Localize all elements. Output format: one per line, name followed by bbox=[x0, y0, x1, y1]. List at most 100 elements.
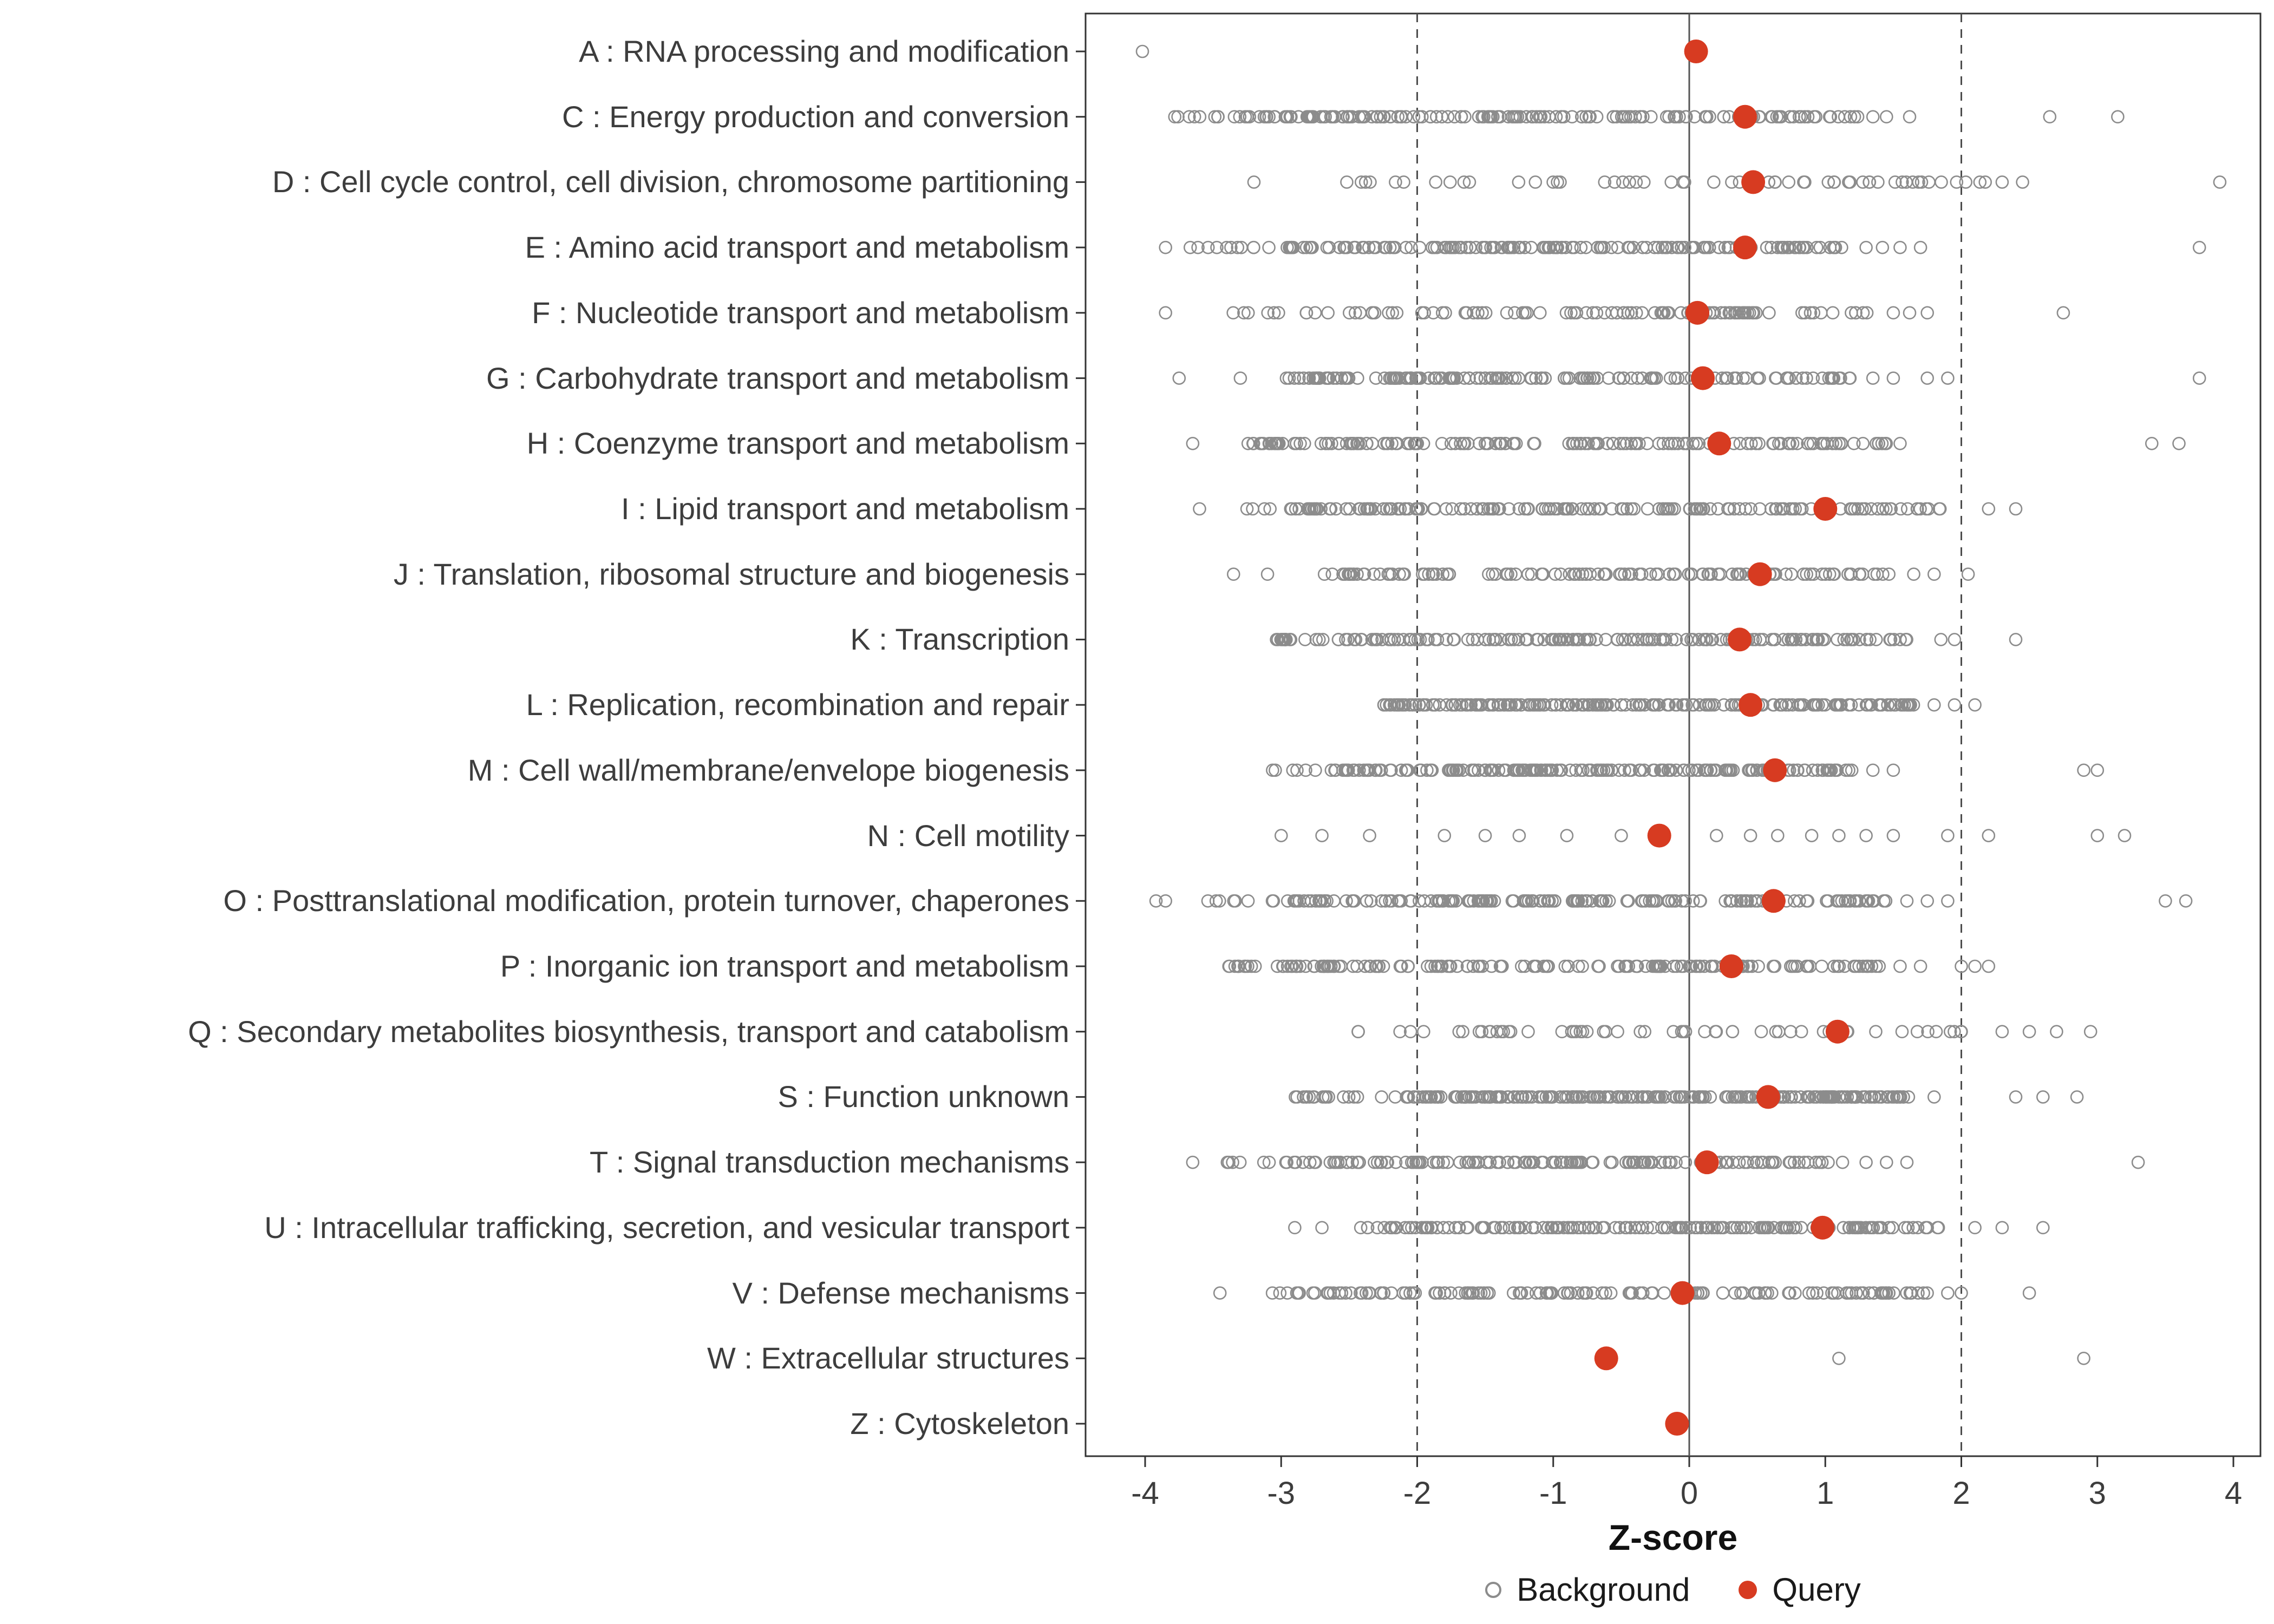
background-point bbox=[1486, 698, 1500, 712]
background-point bbox=[1492, 763, 1506, 777]
background-point bbox=[1736, 371, 1750, 385]
background-point bbox=[1302, 371, 1316, 385]
background-point bbox=[1626, 240, 1641, 254]
background-point bbox=[1426, 567, 1439, 581]
background-point bbox=[1636, 371, 1649, 385]
background-point bbox=[1362, 1286, 1376, 1300]
background-point bbox=[1375, 1090, 1388, 1104]
background-point bbox=[1186, 1155, 1200, 1169]
background-point bbox=[1317, 959, 1331, 973]
background-point bbox=[1811, 763, 1825, 777]
background-point bbox=[1262, 240, 1276, 254]
background-point bbox=[1430, 894, 1443, 908]
background-point bbox=[1563, 763, 1577, 777]
background-point bbox=[1512, 829, 1526, 842]
background-point bbox=[1793, 698, 1807, 712]
background-point bbox=[1740, 371, 1753, 385]
background-point bbox=[1361, 1221, 1375, 1235]
background-point bbox=[1793, 502, 1807, 516]
background-point bbox=[1575, 698, 1589, 712]
background-point bbox=[1863, 633, 1877, 646]
background-point bbox=[1577, 1286, 1590, 1300]
background-point bbox=[1382, 306, 1395, 320]
background-point bbox=[1749, 436, 1763, 450]
background-point bbox=[1149, 894, 1163, 908]
background-point bbox=[1210, 240, 1224, 254]
background-point bbox=[1553, 1155, 1567, 1169]
background-point bbox=[1171, 110, 1185, 124]
background-point bbox=[1401, 763, 1415, 777]
background-point bbox=[1602, 894, 1616, 908]
background-point bbox=[1505, 633, 1518, 646]
background-point bbox=[1943, 1025, 1957, 1039]
background-point bbox=[2213, 175, 2227, 189]
background-point bbox=[1479, 240, 1493, 254]
background-point bbox=[1549, 698, 1563, 712]
background-point bbox=[1327, 1286, 1341, 1300]
background-point bbox=[1719, 1090, 1733, 1104]
background-point bbox=[1624, 436, 1638, 450]
background-point bbox=[1535, 1090, 1548, 1104]
background-point bbox=[1644, 110, 1658, 124]
background-point bbox=[1624, 110, 1638, 124]
background-point bbox=[1903, 1286, 1917, 1300]
background-point bbox=[1537, 633, 1551, 646]
background-point bbox=[1828, 763, 1842, 777]
background-point bbox=[1444, 1286, 1458, 1300]
background-point bbox=[1561, 502, 1575, 516]
y-axis-label: W : Extracellular structures bbox=[707, 1341, 1069, 1376]
background-point bbox=[1783, 110, 1797, 124]
background-point bbox=[2056, 306, 2070, 320]
background-point bbox=[1208, 110, 1222, 124]
background-point bbox=[1803, 306, 1818, 320]
background-point bbox=[1788, 502, 1802, 516]
background-point bbox=[1771, 829, 1785, 842]
background-point bbox=[1880, 110, 1893, 124]
background-point bbox=[1389, 1155, 1403, 1169]
background-point bbox=[1869, 1025, 1883, 1039]
background-point bbox=[1293, 436, 1307, 450]
background-point bbox=[1365, 306, 1379, 320]
background-point bbox=[1317, 110, 1330, 124]
background-point bbox=[1794, 110, 1808, 124]
background-point bbox=[2022, 1286, 2036, 1300]
background-point bbox=[1866, 110, 1880, 124]
background-point bbox=[1789, 371, 1803, 385]
background-point bbox=[1463, 240, 1477, 254]
background-point bbox=[1611, 1025, 1624, 1039]
background-point bbox=[1941, 829, 1955, 842]
background-point bbox=[1528, 698, 1541, 712]
background-point bbox=[1602, 371, 1616, 385]
y-axis-label: T : Signal transduction mechanisms bbox=[589, 1145, 1069, 1180]
background-point bbox=[1468, 763, 1482, 777]
background-point bbox=[1696, 1286, 1710, 1300]
background-point bbox=[1394, 763, 1408, 777]
background-point bbox=[1384, 371, 1398, 385]
background-point bbox=[1686, 436, 1700, 450]
background-point bbox=[1466, 633, 1480, 646]
background-point bbox=[1747, 1155, 1761, 1169]
background-point bbox=[1464, 698, 1478, 712]
background-point bbox=[1479, 633, 1492, 646]
background-point bbox=[1449, 1090, 1462, 1104]
background-point bbox=[1931, 1221, 1945, 1235]
background-point bbox=[1541, 1221, 1555, 1235]
background-point bbox=[1890, 1090, 1904, 1104]
background-point bbox=[1507, 436, 1521, 450]
background-point bbox=[1565, 1025, 1579, 1039]
background-point bbox=[1871, 175, 1885, 189]
background-point bbox=[1770, 240, 1785, 254]
background-point bbox=[1358, 175, 1373, 189]
background-point bbox=[1438, 1286, 1452, 1300]
background-point bbox=[1605, 240, 1618, 254]
background-point bbox=[1492, 698, 1505, 712]
background-point bbox=[1186, 436, 1200, 450]
background-point bbox=[1574, 502, 1589, 516]
background-point bbox=[2077, 1351, 2090, 1365]
background-point bbox=[1725, 175, 1739, 189]
background-point bbox=[1401, 959, 1415, 973]
background-point bbox=[1560, 698, 1573, 712]
background-point bbox=[1792, 1155, 1806, 1169]
background-point bbox=[1832, 959, 1846, 973]
background-point bbox=[1859, 1221, 1873, 1235]
